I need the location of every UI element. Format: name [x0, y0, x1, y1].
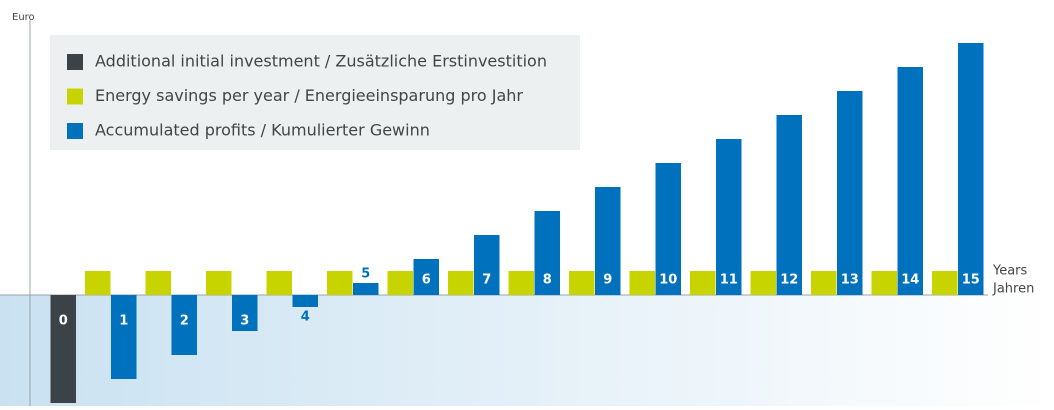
y-axis-label: Euro	[12, 12, 35, 23]
bar	[266, 271, 292, 295]
bar	[534, 211, 560, 295]
bar	[871, 271, 897, 295]
bar	[932, 271, 958, 295]
x-tick-label: 10	[659, 273, 677, 288]
x-axis-label: Years	[992, 264, 1028, 279]
x-tick-label: 8	[543, 273, 552, 288]
bar	[292, 295, 318, 307]
bar	[50, 295, 76, 403]
bar	[897, 67, 923, 295]
bar	[811, 271, 837, 295]
legend-label: Energy savings per year / Energieeinspar…	[95, 86, 523, 105]
legend-box	[50, 35, 580, 150]
bar	[837, 91, 863, 295]
x-tick-label: 12	[780, 273, 798, 288]
bar	[569, 271, 595, 295]
x-tick-label: 11	[720, 273, 738, 288]
bar	[145, 271, 171, 295]
x-tick-label: 5	[361, 267, 370, 282]
bar	[508, 271, 534, 295]
bar	[448, 271, 474, 295]
bar	[353, 283, 379, 295]
x-tick-label: 14	[901, 273, 919, 288]
x-axis-label: Jahren	[992, 282, 1034, 297]
x-tick-label: 7	[482, 273, 491, 288]
x-tick-label: 1	[119, 314, 128, 329]
bar	[387, 271, 413, 295]
bar	[958, 43, 984, 295]
bar	[413, 259, 439, 295]
bar	[85, 271, 111, 295]
bar	[171, 295, 197, 355]
bar	[327, 271, 353, 295]
legend-swatch	[67, 54, 83, 70]
bar	[595, 187, 621, 295]
x-tick-label: 13	[841, 273, 859, 288]
bar	[206, 271, 232, 295]
legend-swatch	[67, 88, 83, 105]
x-tick-label: 6	[422, 273, 431, 288]
x-tick-label: 4	[301, 310, 310, 325]
background-band	[0, 295, 1054, 406]
x-tick-label: 15	[962, 273, 980, 288]
x-tick-label: 2	[180, 314, 189, 329]
legend-label: Accumulated profits / Kumulierter Gewinn	[95, 121, 430, 140]
bar	[655, 163, 681, 295]
x-tick-label: 3	[240, 314, 249, 329]
legend-label: Additional initial investment / Zusätzli…	[95, 52, 547, 71]
x-tick-label: 9	[603, 273, 612, 288]
legend-swatch	[67, 123, 83, 139]
x-tick-label: 0	[59, 314, 68, 329]
bar	[750, 271, 776, 295]
bar	[111, 295, 137, 379]
bar	[629, 271, 655, 295]
bar	[716, 139, 742, 295]
bar	[776, 115, 802, 295]
bar	[474, 235, 500, 295]
bar	[232, 295, 258, 331]
bar	[690, 271, 716, 295]
